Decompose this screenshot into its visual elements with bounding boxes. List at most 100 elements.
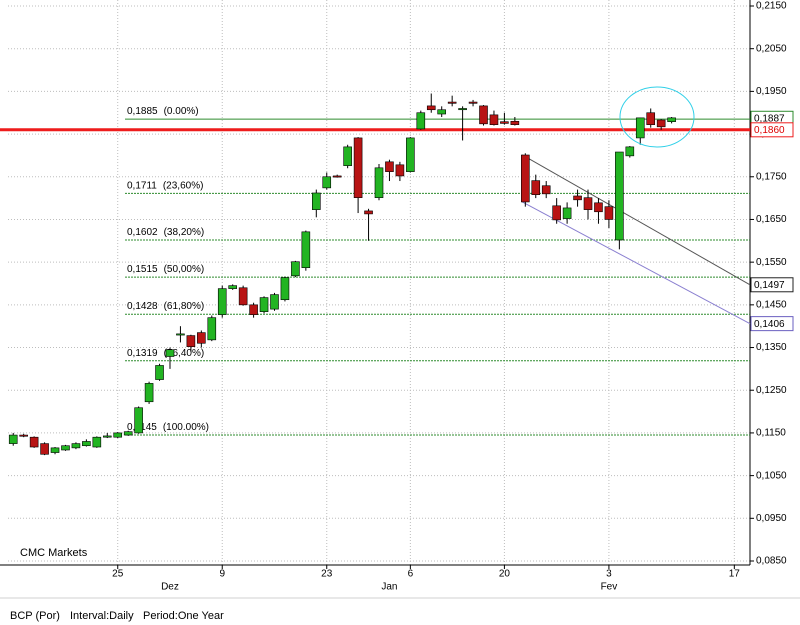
- fib-label: 0,1602 (38,20%): [127, 227, 204, 238]
- candle-body: [144, 383, 154, 403]
- price-tag-box: [750, 277, 794, 293]
- candle-body: [562, 207, 572, 219]
- candle-body: [134, 407, 143, 434]
- fib-ratio: (38,20%): [164, 227, 205, 238]
- candle-body: [416, 112, 426, 130]
- y-tick-label: 0,1750: [756, 171, 787, 182]
- candle-body: [259, 297, 269, 312]
- fib-value: 0,1711: [127, 180, 157, 191]
- candle-body: [521, 154, 530, 203]
- fib-label: 0,1428 (61,80%): [127, 301, 204, 312]
- trend-line: [522, 154, 751, 286]
- candle-body: [479, 105, 488, 125]
- fib-value: 0,1515: [127, 264, 158, 275]
- candle-body: [186, 335, 196, 347]
- candle-body: [364, 210, 373, 215]
- month-label: Fev: [601, 582, 618, 593]
- candle-body: [385, 161, 394, 172]
- candle-body: [270, 294, 279, 310]
- candle-body: [301, 231, 311, 269]
- y-tick-label: 0,1450: [756, 299, 787, 310]
- candle-body: [667, 117, 676, 122]
- fib-value: 0,1885: [127, 106, 158, 117]
- x-tick-label: 3: [606, 569, 612, 580]
- candle-body: [165, 349, 175, 357]
- candle-body: [322, 176, 332, 189]
- y-tick-label: 0,1550: [756, 257, 787, 268]
- month-label: Dez: [161, 582, 179, 593]
- fib-label: 0,1319 (76,40%): [127, 347, 204, 358]
- fib-ratio: (61,80%): [164, 301, 205, 312]
- candle-body: [604, 206, 614, 220]
- candle-body: [40, 443, 49, 455]
- candle-body: [343, 146, 352, 166]
- fib-value: 0,1319: [127, 347, 158, 358]
- candle-body: [291, 261, 300, 277]
- candle-body: [19, 434, 28, 437]
- fib-value: 0,1428: [127, 301, 158, 312]
- candle-body: [447, 101, 457, 104]
- fib-label: 0,1885 (0.00%): [127, 106, 199, 117]
- x-tick-label: 20: [499, 569, 511, 580]
- candle-body: [531, 180, 541, 196]
- candle-body: [113, 432, 123, 438]
- candle-body: [176, 333, 185, 336]
- candle-body: [500, 121, 509, 124]
- x-tick-label: 9: [219, 569, 225, 580]
- candle-body: [406, 137, 415, 172]
- candle-body: [552, 205, 561, 221]
- candle-body: [374, 167, 384, 198]
- fib-label: 0,1711 (23,60%): [127, 180, 203, 191]
- candle-body: [92, 436, 102, 448]
- candle-body: [646, 112, 656, 125]
- candle-body: [541, 185, 551, 195]
- candle-body: [8, 434, 18, 444]
- y-tick-label: 0,1050: [756, 470, 787, 481]
- candle-body: [50, 447, 60, 453]
- y-tick-label: 0,1250: [756, 385, 787, 396]
- candle-body: [468, 101, 478, 104]
- fib-ratio: (0.00%): [164, 106, 199, 117]
- x-tick-label: 23: [321, 569, 333, 580]
- candle-body: [458, 108, 467, 111]
- fib-label: 0,1515 (50,00%): [127, 264, 204, 275]
- candle-body: [238, 287, 248, 306]
- candle-body: [29, 436, 39, 448]
- y-tick-label: 0,0950: [756, 513, 787, 524]
- x-tick-label: 25: [112, 569, 124, 580]
- candle-body: [228, 285, 237, 289]
- candle-body: [332, 175, 342, 178]
- fib-ratio: (76,40%): [164, 347, 205, 358]
- candle-body: [102, 435, 112, 438]
- candle-body: [155, 365, 164, 380]
- price-tag-label: 0,1887: [754, 113, 785, 124]
- candle-body: [583, 197, 593, 210]
- price-tag-label: 0,1497: [754, 280, 785, 291]
- candle-body: [217, 288, 227, 315]
- footer-text: Period:One Year: [143, 610, 224, 622]
- price-tag-box: [750, 316, 794, 332]
- candle-body: [635, 117, 645, 139]
- candle-body: [123, 431, 133, 436]
- candle-body: [573, 195, 582, 201]
- y-tick-label: 0,1350: [756, 342, 787, 353]
- candle-body: [280, 277, 290, 301]
- candle-body: [311, 192, 321, 210]
- watermark: CMC Markets: [20, 547, 88, 559]
- footer-text: BCP (Por): [10, 610, 60, 622]
- candle-body: [510, 120, 520, 125]
- price-tag-label: 0,1860: [754, 125, 785, 136]
- x-tick-label: 6: [408, 569, 414, 580]
- y-tick-label: 0,0850: [756, 556, 787, 567]
- y-tick-label: 0,2050: [756, 43, 787, 54]
- y-tick-label: 0,1150: [756, 428, 786, 439]
- highlight-ellipse: [619, 86, 695, 148]
- candle-body: [353, 137, 363, 198]
- candle-body: [426, 105, 436, 111]
- month-label: Jan: [381, 582, 397, 593]
- candle-body: [197, 332, 206, 344]
- fib-ratio: (50,00%): [164, 264, 205, 275]
- candle-body: [594, 202, 603, 213]
